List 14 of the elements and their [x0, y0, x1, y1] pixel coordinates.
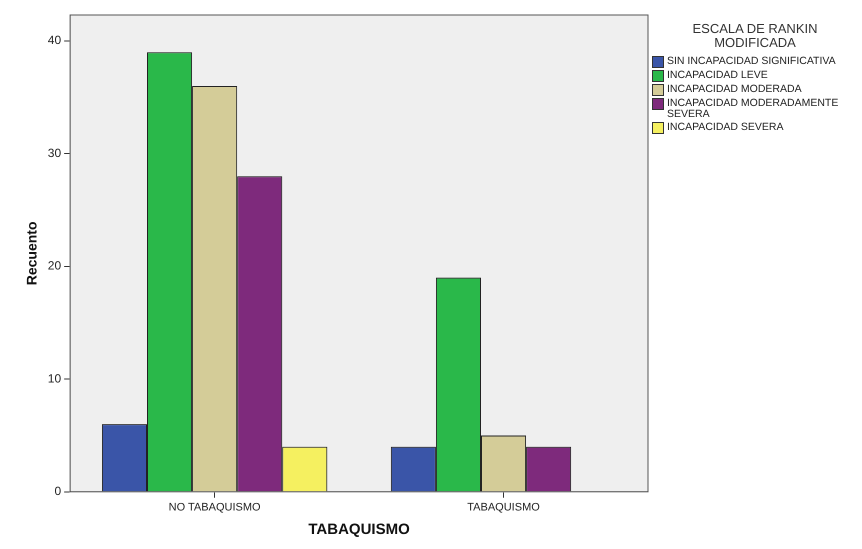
x-tick-label: NO TABAQUISMO	[168, 501, 261, 514]
legend-label: INCAPACIDAD MODERADAMENTE SEVERA	[667, 97, 840, 120]
y-tick-label: 30	[48, 146, 62, 160]
legend-title: ESCALA DE RANKIN MODIFICADA	[692, 21, 818, 50]
y-tick-label: 40	[48, 33, 62, 48]
legend-label: INCAPACIDAD MODERADA	[667, 83, 802, 95]
x-axis-title: TABAQUISMO	[308, 521, 410, 538]
y-tick-label: 20	[48, 258, 62, 273]
y-tick-label: 0	[54, 484, 62, 498]
legend-label: SIN INCAPACIDAD SIGNIFICATIVA	[667, 55, 836, 67]
y-axis-title: Recuento	[23, 222, 40, 286]
y-tick-label: 10	[48, 371, 62, 386]
legend-label: INCAPACIDAD SEVERA	[667, 121, 784, 133]
legend-label: INCAPACIDAD LEVE	[667, 69, 768, 81]
